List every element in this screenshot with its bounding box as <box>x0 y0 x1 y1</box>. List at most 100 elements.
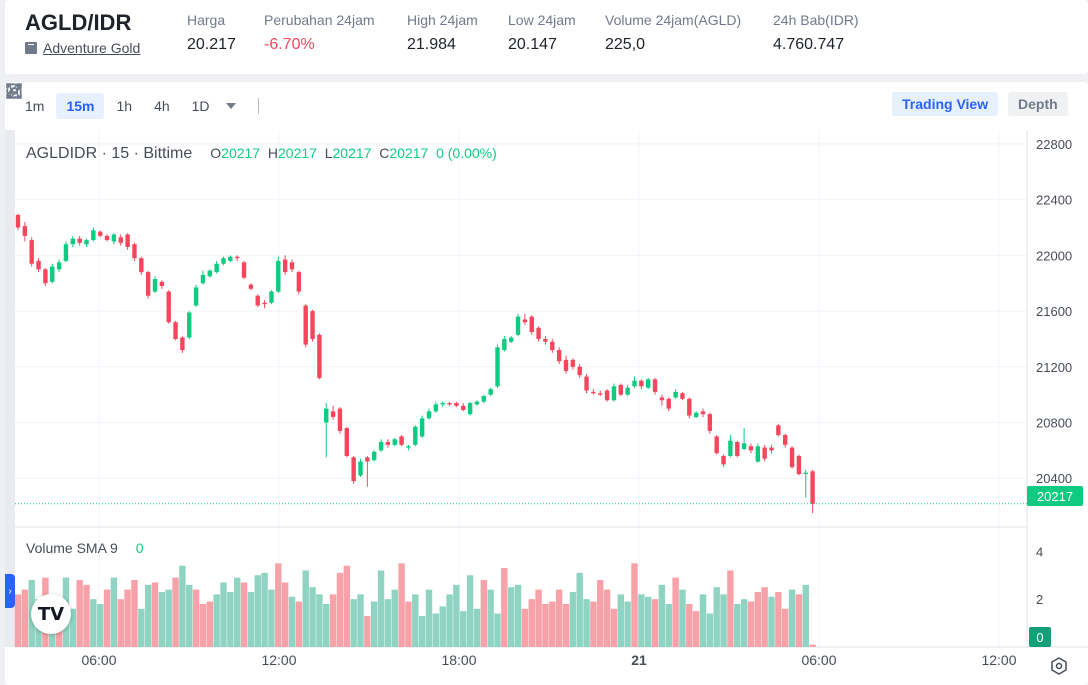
chart-settings-icon[interactable] <box>1050 657 1068 675</box>
time-tick-label: 12:00 <box>261 652 296 668</box>
time-tick-label: 18:00 <box>441 652 476 668</box>
volume-bar <box>329 594 337 647</box>
volume-bar <box>597 580 604 647</box>
legend-o-label: O <box>210 145 222 161</box>
volume-tick-label: 2 <box>1036 592 1043 607</box>
trading-view-button[interactable]: Trading View <box>892 92 999 116</box>
legend-low: 20217 <box>332 145 372 161</box>
candle-body <box>426 411 432 419</box>
stat-change: Perubahan 24jam -6.70% <box>264 12 375 54</box>
candle-body <box>488 389 493 395</box>
legend-change: 0 (0.00%) <box>436 145 497 161</box>
volume-bar <box>158 592 166 647</box>
candle-body <box>303 305 308 345</box>
coin-name[interactable]: Adventure Gold <box>43 40 141 56</box>
volume-bar <box>151 582 159 647</box>
candle-body <box>632 380 637 387</box>
candle-body <box>652 379 658 392</box>
timeframe-1h[interactable]: 1h <box>116 98 133 114</box>
price-tick-label: 20400 <box>1036 471 1072 486</box>
time-tick-label: 12:00 <box>981 652 1016 668</box>
volume-bar <box>768 596 775 647</box>
left-strip <box>5 130 15 647</box>
candle-body <box>214 263 219 273</box>
timeframe-4h[interactable]: 4h <box>154 98 170 114</box>
chevron-down-icon[interactable] <box>225 103 236 109</box>
volume-bar <box>473 608 481 647</box>
candle-body <box>269 291 274 303</box>
stat-value: -6.70% <box>264 36 315 53</box>
candle-body <box>522 319 528 323</box>
candle-body <box>618 384 623 395</box>
volume-bar <box>186 584 193 647</box>
candle-body <box>118 237 123 243</box>
stat-label: Harga <box>187 12 226 28</box>
candle-body <box>550 341 555 351</box>
volume-bar <box>514 584 522 647</box>
indicator-icon[interactable] <box>6 85 332 116</box>
volume-bar <box>425 589 433 647</box>
volume-bar <box>179 565 186 647</box>
candle-body <box>125 234 130 248</box>
candle-body <box>63 244 69 261</box>
volume-bar <box>220 582 227 647</box>
volume-bar <box>466 575 474 647</box>
volume-bar <box>14 594 22 647</box>
volume-bar <box>569 592 577 647</box>
candle-body <box>43 269 48 284</box>
volume-bar <box>528 599 535 647</box>
timeframe-1d[interactable]: 1D <box>191 98 210 114</box>
volume-bar <box>446 594 453 647</box>
volume-bar <box>90 599 97 647</box>
chart-area[interactable]: 22800 22400 22000 21600 21200 20800 20400 4 2 06:… <box>5 130 1088 685</box>
price-tick-label: 22000 <box>1036 248 1072 263</box>
timeframe-1m[interactable]: 1m <box>25 98 45 114</box>
volume-bar <box>117 599 124 647</box>
current-price-tag: 20217 <box>1027 486 1083 506</box>
candle-body <box>91 230 96 241</box>
volume-bar <box>802 584 809 647</box>
pair-title: AGLD/IDR <box>25 10 132 35</box>
coin-info-link[interactable]: Adventure Gold <box>25 40 140 56</box>
candlestick-chart[interactable]: 22800 22400 22000 21600 21200 20800 20400 4 2 06:… <box>5 130 1088 685</box>
volume-bar <box>782 608 789 647</box>
chart-legend: AGLDIDR · 15 · Bittime O20217 H20217 L20… <box>26 145 497 163</box>
draw-icon[interactable] <box>6 83 298 116</box>
candle-body <box>337 408 343 431</box>
volume-bar <box>713 587 720 647</box>
volume-bar <box>761 587 768 647</box>
settings-icon[interactable] <box>6 83 366 116</box>
volume-bar <box>21 589 29 647</box>
candle-body <box>769 447 774 451</box>
market-header: AGLD/IDR Adventure Gold Harga 20.217 Per… <box>5 0 1088 74</box>
candle-body <box>145 272 151 296</box>
candle-body <box>104 235 110 241</box>
volume-bar <box>227 592 234 647</box>
expand-panel-tab[interactable]: › <box>5 574 15 608</box>
candle-body <box>646 379 651 388</box>
candle-body <box>591 391 596 394</box>
volume-bar <box>692 611 700 647</box>
time-tick-label: 06:00 <box>81 652 116 668</box>
candle-body <box>310 311 315 339</box>
candle-body <box>296 272 302 292</box>
volume-bar <box>97 603 104 647</box>
volume-bar <box>213 594 220 647</box>
volume-bar <box>754 592 761 647</box>
volume-bar <box>240 582 248 647</box>
candle-body <box>132 244 137 259</box>
volume-bar <box>638 594 645 647</box>
tradingview-logo-icon[interactable]: TV <box>31 594 71 634</box>
candle-body <box>728 440 733 456</box>
save-icon[interactable] <box>6 83 400 116</box>
depth-button[interactable]: Depth <box>1008 92 1068 116</box>
candle-body <box>406 446 411 448</box>
volume-bar <box>603 589 611 647</box>
volume-bar <box>288 596 296 647</box>
candle-body <box>789 447 795 468</box>
timeframe-15m[interactable]: 15m <box>56 93 105 119</box>
price-tick-label: 20800 <box>1036 416 1072 431</box>
candle-body <box>659 397 665 401</box>
fullscreen-icon[interactable] <box>6 83 434 116</box>
candle-body <box>577 366 582 376</box>
